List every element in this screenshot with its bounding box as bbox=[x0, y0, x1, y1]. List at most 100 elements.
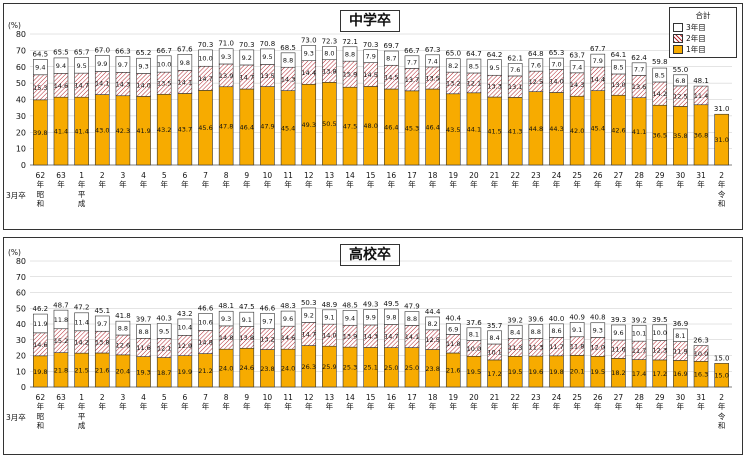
bar-segment-year3 bbox=[363, 49, 378, 63]
data-label-year1: 42.6 bbox=[611, 127, 625, 135]
data-label-year3: 9.6 bbox=[613, 329, 623, 337]
data-label-year1: 48.0 bbox=[363, 122, 377, 130]
x-tick-label: 19 bbox=[448, 171, 458, 180]
x-tick-label-suffix: 年 bbox=[305, 179, 313, 189]
data-label-year2: 13.8 bbox=[322, 68, 336, 76]
bar-segment-year3 bbox=[239, 49, 255, 66]
x-tick-label: 21 bbox=[490, 171, 500, 180]
x-tick-label-suffix: 年 bbox=[346, 401, 354, 411]
data-label-year2: 13.1 bbox=[508, 83, 522, 91]
data-label-year1: 16.9 bbox=[673, 370, 687, 378]
x-tick-label: 27 bbox=[614, 393, 624, 402]
data-label-year2: 14.1 bbox=[178, 78, 192, 86]
x-tick-label-suffix: 年 bbox=[553, 179, 561, 189]
chart-title: 高校卒 bbox=[340, 244, 400, 266]
bar-segment-year3 bbox=[156, 55, 172, 73]
x-tick-label-suffix: 年 bbox=[697, 179, 705, 189]
data-label-year2: 14.7 bbox=[301, 331, 315, 339]
data-label-year3: 6.9 bbox=[448, 325, 458, 333]
data-label-year1: 50.5 bbox=[322, 120, 336, 128]
x-tick-label: 24 bbox=[552, 171, 562, 180]
x-tick-label: 20 bbox=[469, 393, 479, 402]
data-label-year3: 8.5 bbox=[655, 72, 665, 80]
data-label-year1: 44.1 bbox=[467, 125, 481, 133]
x-tick-label-suffix: 年 bbox=[202, 179, 210, 189]
x-tick-label: 4 bbox=[141, 171, 146, 180]
x-tick-label-suffix: 年 bbox=[243, 401, 251, 411]
x-tick-label-suffix: 年 bbox=[429, 179, 437, 189]
data-label-year3: 9.7 bbox=[118, 61, 128, 69]
bar-segment-year3 bbox=[466, 58, 482, 74]
x-tick-label-suffix: 年 bbox=[656, 179, 664, 189]
x-tick-label-suffix: 年 bbox=[532, 401, 540, 411]
x-tick-label: 27 bbox=[614, 171, 624, 180]
y-tick-label: 0 bbox=[21, 161, 26, 170]
bar-segment-year3 bbox=[445, 323, 461, 335]
data-label-year2: 14.8 bbox=[198, 338, 212, 346]
x-tick-label: 17 bbox=[407, 171, 417, 180]
data-label-year1: 19.8 bbox=[33, 368, 47, 376]
bar-segment-year3 bbox=[507, 324, 523, 339]
total-label: 40.3 bbox=[156, 315, 172, 323]
total-label: 64.2 bbox=[487, 51, 503, 59]
y-axis-unit: (%) bbox=[8, 248, 21, 257]
data-label-year1: 23.8 bbox=[260, 365, 274, 373]
data-label-year3: 8.8 bbox=[531, 328, 541, 336]
x-tick-label: 26 bbox=[593, 393, 603, 402]
x-tick-label-suffix: 年 bbox=[119, 179, 127, 189]
total-label: 40.0 bbox=[549, 315, 565, 323]
data-label-year1: 19.5 bbox=[508, 368, 522, 376]
total-label: 46.6 bbox=[260, 305, 276, 313]
x-tick-label-suffix: 年 bbox=[615, 179, 623, 189]
legend-item-3: 3年目 bbox=[673, 22, 733, 33]
bar-segment-year3 bbox=[631, 62, 647, 76]
data-label-year2: 13.5 bbox=[260, 72, 274, 80]
x-tick-label: 1 bbox=[79, 171, 84, 180]
x-tick-label: 62 bbox=[36, 393, 46, 402]
x-tick-label-suffix: 年 bbox=[615, 401, 623, 411]
data-label-year3: 10.6 bbox=[198, 318, 212, 326]
total-label: 66.7 bbox=[404, 47, 420, 55]
data-label-year3: 8.0 bbox=[324, 50, 334, 58]
x-tick-label: 31 bbox=[696, 393, 706, 402]
x-tick-label-suffix: 年 bbox=[181, 401, 189, 411]
x-tick-label-suffix: 年 bbox=[635, 179, 643, 189]
total-label: 41.8 bbox=[115, 312, 131, 320]
data-label-year2: 14.7 bbox=[74, 82, 88, 90]
data-label-year2: 14.3 bbox=[116, 81, 130, 89]
x-tick-label-suffix: 年 bbox=[57, 179, 65, 189]
x-tick-label: 2 bbox=[100, 393, 105, 402]
x-tick-label: 21 bbox=[490, 393, 500, 402]
y-tick-label: 50 bbox=[16, 79, 26, 88]
data-label-year2: 13.5 bbox=[425, 74, 439, 82]
bar-segment-year3 bbox=[177, 54, 193, 71]
era-label: 平 bbox=[78, 412, 86, 421]
bar-segment-year3 bbox=[136, 324, 151, 339]
x-tick-label: 25 bbox=[572, 171, 582, 180]
x-tick-label: 29 bbox=[655, 393, 665, 402]
data-label-year1: 24.6 bbox=[240, 364, 254, 372]
data-label-year1: 39.8 bbox=[33, 129, 47, 137]
y-tick-label: 20 bbox=[16, 128, 26, 137]
data-label-year1: 45.4 bbox=[281, 124, 295, 132]
data-label-year1: 25.0 bbox=[405, 364, 419, 372]
era-label: 和 bbox=[37, 421, 45, 430]
legend-label-1: 1年目 bbox=[686, 45, 706, 54]
total-label: 64.5 bbox=[33, 50, 49, 58]
data-label-year2: 11.4 bbox=[694, 92, 708, 100]
data-label-year2: 12.5 bbox=[425, 336, 439, 344]
chart-panel-junior-high: (%) 0 10 20 30 40 50 60 70 80 39.8 15.3 9.4 64.5 62 年 41… bbox=[3, 3, 743, 230]
x-tick-label: 30 bbox=[676, 171, 686, 180]
data-label-year3: 8.8 bbox=[118, 325, 128, 333]
total-label: 50.3 bbox=[301, 299, 317, 307]
data-label-year1: 25.0 bbox=[384, 364, 398, 372]
data-label-year2: 12.9 bbox=[178, 342, 192, 350]
x-tick-label: 25 bbox=[572, 393, 582, 402]
x-tick-label: 18 bbox=[428, 393, 438, 402]
y-tick-label: 80 bbox=[16, 257, 26, 266]
bar-segment-year1 bbox=[714, 113, 729, 166]
data-label-year2: 14.7 bbox=[240, 73, 254, 81]
data-label-year1: 42.0 bbox=[570, 127, 584, 135]
x-tick-label-suffix: 年 bbox=[511, 401, 519, 411]
total-label: 39.2 bbox=[507, 316, 523, 324]
